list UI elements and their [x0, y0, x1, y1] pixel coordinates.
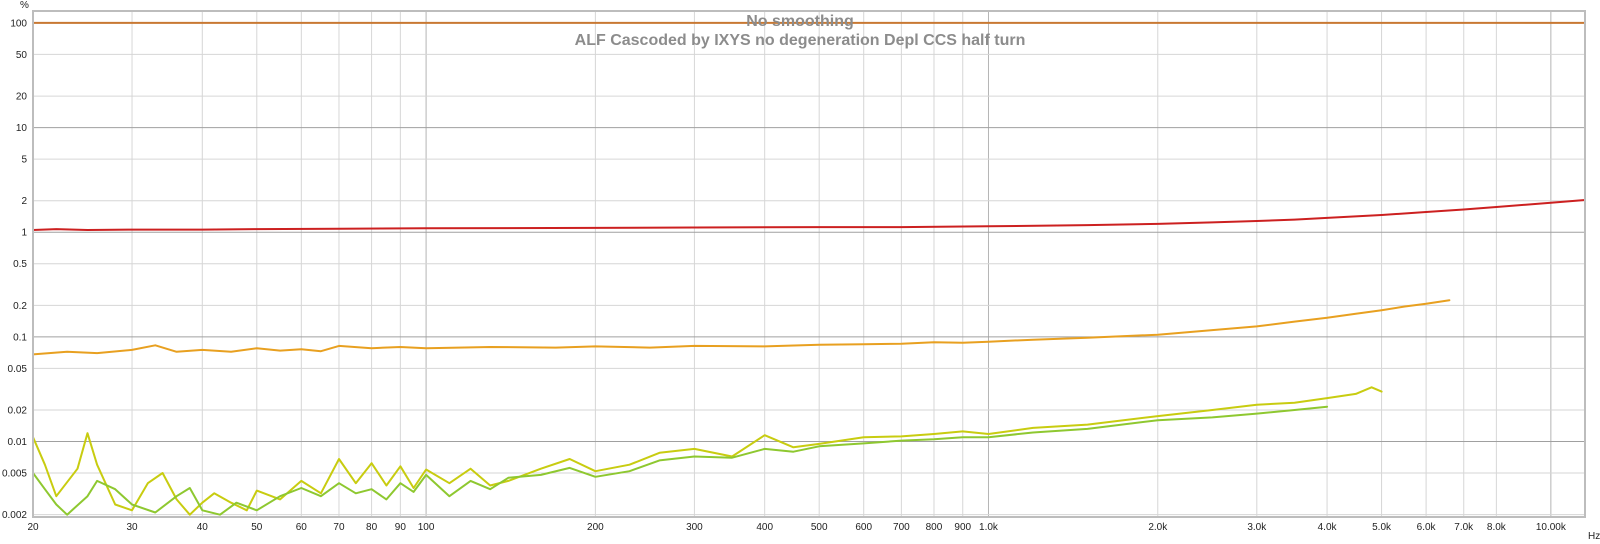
- x-tick-label: 20: [27, 522, 39, 533]
- x-tick-label: 70: [333, 522, 345, 533]
- y-tick-labels: 100 50 20 10 5 2 1 0.5 0.2 0.1 0.05 0.02 0.01 0.005 0.…: [2, 18, 27, 521]
- x-tick-label: 400: [756, 522, 773, 533]
- y-tick-label: 0.002: [2, 510, 27, 521]
- x-tick-label: 50: [251, 522, 263, 533]
- y-tick-label: 20: [16, 92, 28, 103]
- grid: [32, 11, 1585, 517]
- x-tick-label: 7.0k: [1454, 522, 1474, 533]
- series-line-2: [32, 199, 1586, 231]
- y-tick-label: 1: [21, 228, 27, 239]
- x-tick-labels: 20 30 40 50 60 70 80 90 100 200 300 400 500 600 700 800…: [27, 522, 1566, 533]
- x-tick-label: 900: [954, 522, 971, 533]
- x-tick-label: 800: [926, 522, 943, 533]
- chart-subtitle: ALF Cascoded by IXYS no degeneration Dep…: [575, 32, 1026, 49]
- y-tick-label: 0.005: [2, 469, 27, 480]
- x-tick-label: 1.0k: [979, 522, 999, 533]
- y-tick-label: 5: [21, 155, 27, 166]
- x-tick-label: 90: [395, 522, 407, 533]
- x-tick-label: 3.0k: [1247, 522, 1267, 533]
- plot-frame: [32, 10, 1586, 518]
- x-tick-label: 500: [811, 522, 828, 533]
- x-tick-label: 30: [126, 522, 138, 533]
- series-line-5: [32, 405, 1329, 516]
- x-tick-label: 5.0k: [1372, 522, 1392, 533]
- y-tick-label: 0.05: [8, 364, 28, 375]
- y-tick-label: 0.2: [13, 301, 27, 312]
- chart-title: No smoothing: [746, 13, 854, 30]
- x-tick-label: 6.0k: [1417, 522, 1437, 533]
- x-tick-label: 100: [418, 522, 435, 533]
- x-tick-label: 300: [686, 522, 703, 533]
- x-tick-label: 8.0k: [1487, 522, 1507, 533]
- x-unit-label: Hz: [1588, 531, 1600, 542]
- x-tick-label: 60: [296, 522, 308, 533]
- series-group: [32, 21, 1586, 516]
- y-tick-label: 10: [16, 123, 28, 134]
- x-tick-label: 10.00k: [1536, 522, 1567, 533]
- y-tick-label: 50: [16, 50, 28, 61]
- y-tick-label: 0.5: [13, 259, 27, 270]
- y-tick-label: 0.1: [13, 332, 27, 343]
- x-tick-label: 80: [366, 522, 378, 533]
- y-unit-label: %: [20, 0, 29, 11]
- y-tick-label: 0.02: [8, 406, 28, 417]
- series-line-3: [32, 299, 1451, 356]
- y-tick-label: 0.01: [8, 437, 28, 448]
- y-tick-label: 100: [10, 18, 27, 29]
- y-tick-label: 2: [21, 196, 27, 207]
- x-tick-label: 4.0k: [1318, 522, 1338, 533]
- series-line-4: [32, 386, 1383, 516]
- x-tick-label: 600: [855, 522, 872, 533]
- x-tick-label: 2.0k: [1148, 522, 1168, 533]
- x-tick-label: 200: [587, 522, 604, 533]
- x-tick-label: 700: [893, 522, 910, 533]
- x-tick-label: 40: [197, 522, 209, 533]
